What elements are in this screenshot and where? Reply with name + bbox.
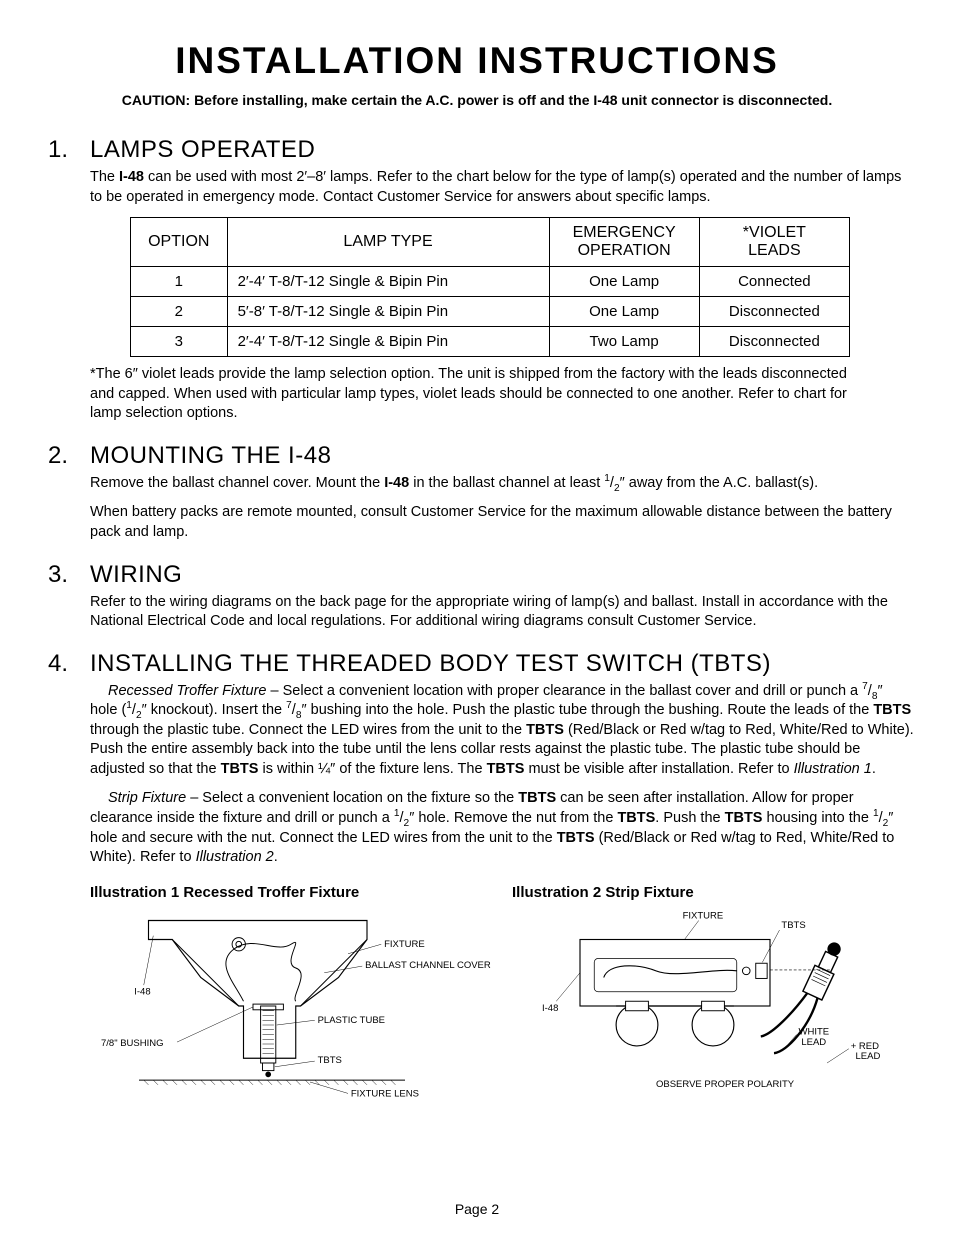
label-i48: I-48 xyxy=(134,986,150,997)
cell-emergency: One Lamp xyxy=(549,297,699,327)
page-title: INSTALLATION INSTRUCTIONS xyxy=(40,40,914,82)
col-lamp-type: LAMP TYPE xyxy=(227,218,549,267)
label-red: + RED xyxy=(851,1040,879,1051)
label-polarity: OBSERVE PROPER POLARITY xyxy=(656,1078,795,1089)
table-row: 3 2′-4′ T-8/T-12 Single & Bipin Pin Two … xyxy=(131,327,850,357)
section-heading: INSTALLING THE THREADED BODY TEST SWITCH… xyxy=(90,650,771,678)
label-ptube: PLASTIC TUBE xyxy=(318,1015,385,1026)
illustration-title: Illustration 2 Strip Fixture xyxy=(512,884,914,901)
cell-emergency: One Lamp xyxy=(549,267,699,297)
cell-option: 3 xyxy=(131,327,228,357)
label-fixture: FIXTURE xyxy=(683,911,724,922)
table-row: 1 2′-4′ T-8/T-12 Single & Bipin Pin One … xyxy=(131,267,850,297)
section-body: Strip Fixture – Select a convenient loca… xyxy=(90,789,914,867)
section-number: 2. xyxy=(40,442,90,470)
cell-violet: Connected xyxy=(699,267,849,297)
section-lamps-operated: 1. LAMPS OPERATED The I-48 can be used w… xyxy=(40,136,914,424)
label-lens: FIXTURE LENS xyxy=(351,1088,419,1099)
section-body: When battery packs are remote mounted, c… xyxy=(90,503,914,542)
section-number: 1. xyxy=(40,136,90,164)
illustration-2: Illustration 2 Strip Fixture xyxy=(512,884,914,1106)
section-body: The I-48 can be used with most 2′–8′ lam… xyxy=(90,168,914,207)
label-fixture: FIXTURE xyxy=(384,939,425,950)
cell-option: 2 xyxy=(131,297,228,327)
cell-option: 1 xyxy=(131,267,228,297)
cell-violet: Disconnected xyxy=(699,297,849,327)
strip-diagram: FIXTURE TBTS I-48 WHITE LEAD + RED LEAD … xyxy=(512,911,914,1101)
label-white: WHITE xyxy=(799,1026,830,1037)
lamp-table: OPTION LAMP TYPE EMERGENCYOPERATION *VIO… xyxy=(130,217,850,357)
section-body: Remove the ballast channel cover. Mount … xyxy=(90,474,914,494)
page-number: Page 2 xyxy=(0,1201,954,1217)
table-row: 2 5′-8′ T-8/T-12 Single & Bipin Pin One … xyxy=(131,297,850,327)
section-heading: WIRING xyxy=(90,561,182,589)
col-violet: *VIOLETLEADS xyxy=(699,218,849,267)
illustration-title: Illustration 1 Recessed Troffer Fixture xyxy=(90,884,492,901)
table-footnote: *The 6″ violet leads provide the lamp se… xyxy=(90,365,874,424)
cell-lamp: 2′-4′ T-8/T-12 Single & Bipin Pin xyxy=(227,267,549,297)
cell-lamp: 5′-8′ T-8/T-12 Single & Bipin Pin xyxy=(227,297,549,327)
troffer-diagram: FIXTURE BALLAST CHANNEL COVER I-48 PLAST… xyxy=(90,911,492,1101)
section-body: Refer to the wiring diagrams on the back… xyxy=(90,593,914,632)
section-body: Recessed Troffer Fixture – Select a conv… xyxy=(90,682,914,780)
illustrations-row: Illustration 1 Recessed Troffer Fixture xyxy=(90,884,914,1106)
section-tbts: 4. INSTALLING THE THREADED BODY TEST SWI… xyxy=(40,650,914,868)
col-option: OPTION xyxy=(131,218,228,267)
cell-lamp: 2′-4′ T-8/T-12 Single & Bipin Pin xyxy=(227,327,549,357)
section-number: 3. xyxy=(40,561,90,589)
section-mounting: 2. MOUNTING THE I-48 Remove the ballast … xyxy=(40,442,914,543)
label-white2: LEAD xyxy=(801,1037,826,1048)
label-tbts: TBTS xyxy=(781,920,805,931)
caution-text: CAUTION: Before installing, make certain… xyxy=(40,92,914,108)
label-bushing: 7/8" BUSHING xyxy=(101,1038,164,1049)
section-heading: MOUNTING THE I-48 xyxy=(90,442,331,470)
cell-emergency: Two Lamp xyxy=(549,327,699,357)
cell-violet: Disconnected xyxy=(699,327,849,357)
section-wiring: 3. WIRING Refer to the wiring diagrams o… xyxy=(40,561,914,632)
section-heading: LAMPS OPERATED xyxy=(90,136,315,164)
label-red2: LEAD xyxy=(856,1051,881,1062)
label-i48: I-48 xyxy=(542,1002,558,1013)
label-bcc: BALLAST CHANNEL COVER xyxy=(365,960,491,971)
section-number: 4. xyxy=(40,650,90,678)
label-tbts: TBTS xyxy=(318,1055,342,1066)
illustration-1: Illustration 1 Recessed Troffer Fixture xyxy=(90,884,492,1106)
table-header-row: OPTION LAMP TYPE EMERGENCYOPERATION *VIO… xyxy=(131,218,850,267)
col-emergency: EMERGENCYOPERATION xyxy=(549,218,699,267)
